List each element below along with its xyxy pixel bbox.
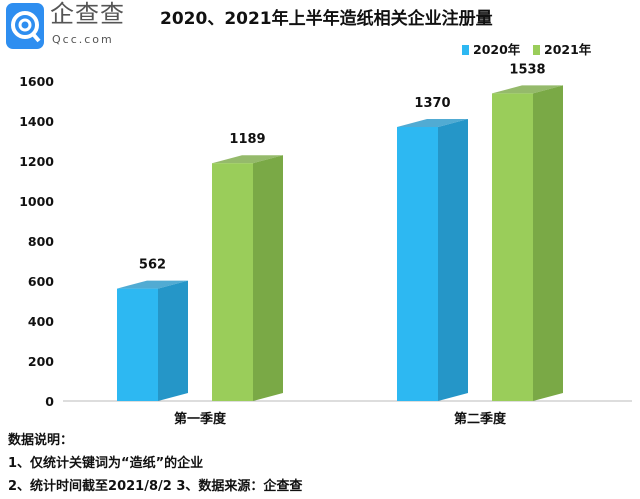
bar-side bbox=[533, 85, 563, 402]
logo-domain: Qcc.com bbox=[52, 33, 114, 46]
y-tick-label: 600 bbox=[28, 274, 54, 289]
y-tick-label: 400 bbox=[28, 314, 54, 329]
y-tick-label: 1200 bbox=[19, 154, 54, 169]
y-tick-label: 1000 bbox=[19, 194, 54, 209]
legend-item-2020: 2020年 bbox=[462, 42, 520, 58]
notes-heading: 数据说明： bbox=[8, 433, 74, 448]
data-label: 1189 bbox=[229, 132, 265, 147]
legend-swatch bbox=[533, 45, 540, 55]
note-line-2: 2、统计时间截至2021/8/2 3、数据来源：企查查 bbox=[8, 479, 303, 494]
data-label: 1538 bbox=[509, 62, 545, 77]
bar-top bbox=[492, 85, 563, 94]
chart-title: 2020、2021年上半年造纸相关企业注册量 bbox=[160, 9, 493, 29]
bar-top bbox=[117, 280, 188, 289]
note-line-1: 1、仅统计关键词为“造纸”的企业 bbox=[8, 456, 204, 471]
bar-side bbox=[438, 119, 468, 401]
legend-swatch bbox=[462, 45, 469, 55]
plot-area: 0 200 400 600 800 1000 1200 1400 1600 第一季度 562 1189… bbox=[19, 62, 632, 427]
bar bbox=[212, 163, 253, 401]
bar-side bbox=[158, 280, 188, 401]
legend-label: 2020年 bbox=[473, 42, 521, 57]
legend-label: 2021年 bbox=[544, 42, 592, 57]
bar-top bbox=[212, 155, 283, 164]
logo-text: 企查查 bbox=[50, 0, 125, 28]
x-tick-label: 第一季度 bbox=[174, 411, 227, 427]
bar-top bbox=[397, 119, 468, 127]
data-label: 1370 bbox=[414, 96, 450, 111]
x-tick-label: 第二季度 bbox=[454, 411, 507, 427]
y-tick-label: 0 bbox=[45, 394, 54, 409]
y-tick-label: 1400 bbox=[19, 114, 54, 129]
bar bbox=[492, 93, 533, 402]
qcc-logo-icon bbox=[6, 3, 44, 49]
bar bbox=[397, 127, 438, 401]
bar bbox=[117, 288, 158, 401]
y-tick-label: 1600 bbox=[19, 74, 54, 89]
bar-side bbox=[253, 155, 283, 401]
data-label: 562 bbox=[139, 258, 166, 273]
y-tick-label: 800 bbox=[28, 234, 54, 249]
y-tick-label: 200 bbox=[28, 354, 54, 369]
legend-item-2021: 2021年 bbox=[533, 42, 591, 58]
